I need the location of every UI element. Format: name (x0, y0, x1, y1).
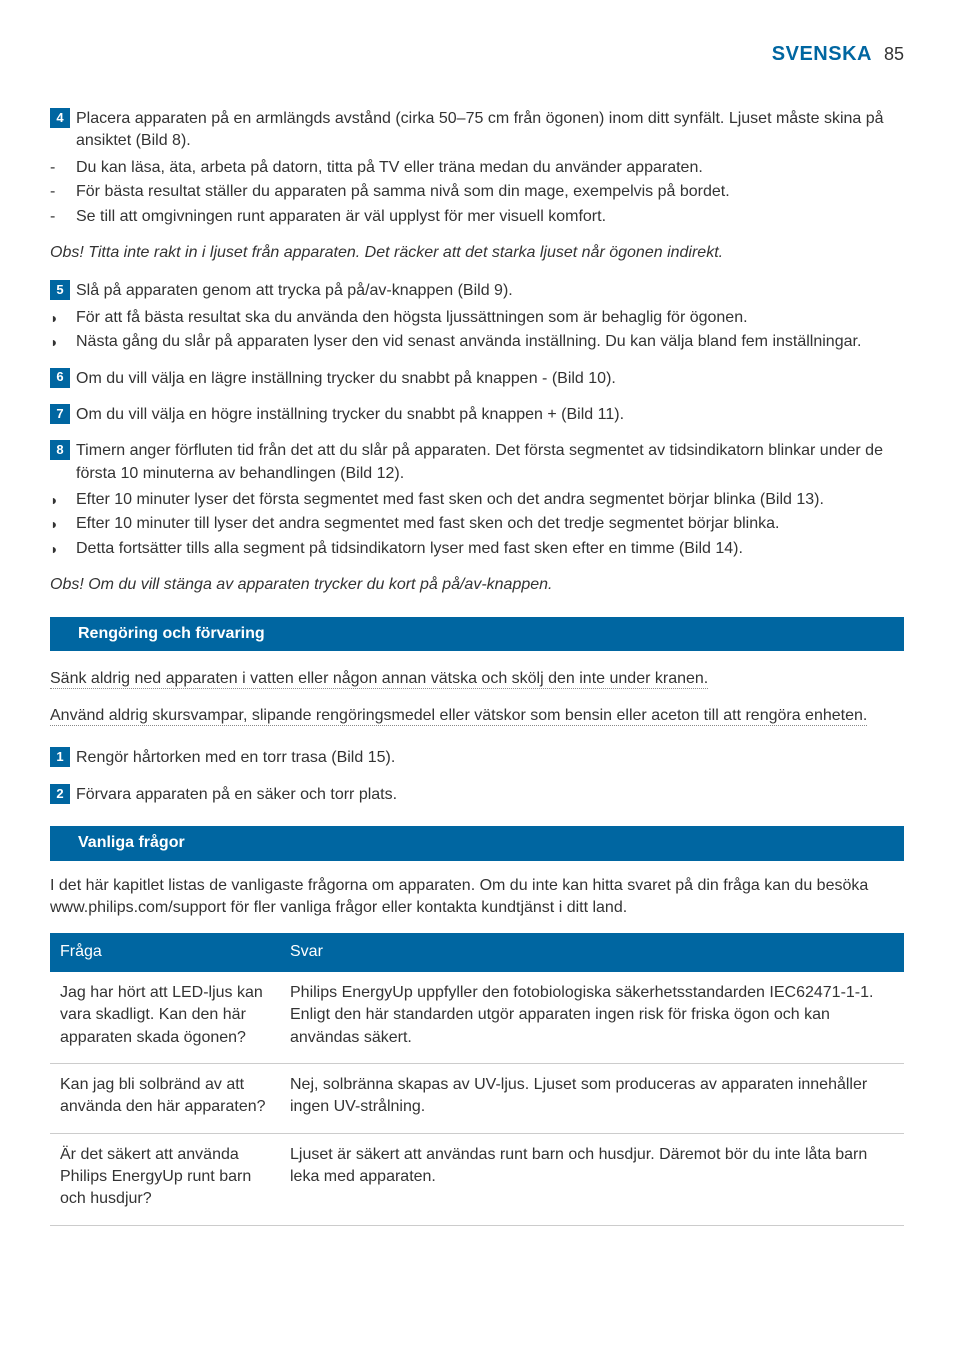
step-7-block: 7 Om du vill välja en högre inställning … (50, 404, 904, 426)
language-label: SVENSKA (772, 40, 872, 68)
step-8-block: 8 Timern anger förfluten tid från det at… (50, 440, 904, 560)
step-5-block: 5 Slå på apparaten genom att trycka på p… (50, 280, 904, 353)
faq-a-0: Philips EnergyUp uppfyller den fotobiolo… (280, 972, 904, 1064)
dash-bullet: - (50, 157, 76, 179)
faq-table: Fråga Svar Jag har hört att LED-ljus kan… (50, 933, 904, 1226)
step-5-arrow-1: Nästa gång du slår på apparaten lyser de… (76, 331, 861, 353)
step-4: 4 Placera apparaten på en armlängds avst… (50, 108, 904, 153)
step-4-sub-0: Du kan läsa, äta, arbeta på datorn, titt… (76, 157, 703, 179)
step-5-arrow-0: För att få bästa resultat ska du använda… (76, 307, 748, 329)
faq-header-question: Fråga (50, 933, 280, 971)
step-5-text: Slå på apparaten genom att trycka på på/… (76, 280, 904, 302)
step-8-arrow-0: Efter 10 minuter lyser det första segmen… (76, 489, 824, 511)
faq-q-0: Jag har hört att LED-ljus kan vara skadl… (50, 972, 280, 1064)
faq-a-1: Nej, solbränna skapas av UV-ljus. Ljuset… (280, 1063, 904, 1133)
warning-2: Använd aldrig skursvampar, slipande reng… (50, 702, 904, 729)
faq-header-answer: Svar (280, 933, 904, 971)
arrow-bullet: ◗ (50, 513, 76, 535)
list-item: ◗För att få bästa resultat ska du använd… (50, 307, 904, 329)
step-number-5: 5 (50, 280, 70, 300)
arrow-bullet: ◗ (50, 307, 76, 329)
step-7-text: Om du vill välja en högre inställning tr… (76, 404, 904, 426)
step-6-block: 6 Om du vill välja en lägre inställning … (50, 368, 904, 390)
clean-step-2-block: 2 Förvara apparaten på en säker och torr… (50, 784, 904, 806)
table-row: Är det säkert att använda Philips Energy… (50, 1133, 904, 1225)
dash-bullet: - (50, 206, 76, 228)
step-8-arrow-2: Detta fortsätter tills alla segment på t… (76, 538, 743, 560)
step-6: 6 Om du vill välja en lägre inställning … (50, 368, 904, 390)
clean-step-2-text: Förvara apparaten på en säker och torr p… (76, 784, 904, 806)
clean-step-1-text: Rengör hårtorken med en torr trasa (Bild… (76, 747, 904, 769)
list-item: ◗Detta fortsätter tills alla segment på … (50, 538, 904, 560)
arrow-bullet: ◗ (50, 538, 76, 560)
list-item: ◗Efter 10 minuter till lyser det andra s… (50, 513, 904, 535)
list-item: -För bästa resultat ställer du apparaten… (50, 181, 904, 203)
step-8-text: Timern anger förfluten tid från det att … (76, 440, 904, 485)
step-number-8: 8 (50, 440, 70, 460)
step-4-sub-2: Se till att omgivningen runt apparaten ä… (76, 206, 606, 228)
table-row: Jag har hört att LED-ljus kan vara skadl… (50, 972, 904, 1064)
step-number-7: 7 (50, 404, 70, 424)
step-number-6: 6 (50, 368, 70, 388)
step-4-block: 4 Placera apparaten på en armlängds avst… (50, 108, 904, 228)
warning-1-text: Sänk aldrig ned apparaten i vatten eller… (50, 670, 708, 689)
arrow-bullet: ◗ (50, 331, 76, 353)
list-item: -Du kan läsa, äta, arbeta på datorn, tit… (50, 157, 904, 179)
step-4-text: Placera apparaten på en armlängds avstån… (76, 108, 904, 153)
step-8-arrow-1: Efter 10 minuter till lyser det andra se… (76, 513, 779, 535)
table-row: Kan jag bli solbränd av att använda den … (50, 1063, 904, 1133)
step-7: 7 Om du vill välja en högre inställning … (50, 404, 904, 426)
page-header: SVENSKA 85 (50, 40, 904, 68)
arrow-bullet: ◗ (50, 489, 76, 511)
step-6-text: Om du vill välja en lägre inställning tr… (76, 368, 904, 390)
page-number: 85 (884, 42, 904, 67)
note-1: Obs! Titta inte rakt in i ljuset från ap… (50, 242, 904, 264)
warning-2-text: Använd aldrig skursvampar, slipande reng… (50, 707, 867, 726)
list-item: -Se till att omgivningen runt apparaten … (50, 206, 904, 228)
section-faq-title: Vanliga frågor (50, 826, 904, 860)
note-2: Obs! Om du vill stänga av apparaten tryc… (50, 574, 904, 596)
step-4-sub-1: För bästa resultat ställer du apparaten … (76, 181, 730, 203)
clean-step-2: 2 Förvara apparaten på en säker och torr… (50, 784, 904, 806)
section-cleaning-title: Rengöring och förvaring (50, 617, 904, 651)
warning-1: Sänk aldrig ned apparaten i vatten eller… (50, 665, 904, 692)
table-header-row: Fråga Svar (50, 933, 904, 971)
step-5: 5 Slå på apparaten genom att trycka på p… (50, 280, 904, 302)
list-item: ◗Efter 10 minuter lyser det första segme… (50, 489, 904, 511)
clean-step-number-2: 2 (50, 784, 70, 804)
clean-step-1: 1 Rengör hårtorken med en torr trasa (Bi… (50, 747, 904, 769)
dash-bullet: - (50, 181, 76, 203)
list-item: ◗Nästa gång du slår på apparaten lyser d… (50, 331, 904, 353)
step-number-4: 4 (50, 108, 70, 128)
faq-a-2: Ljuset är säkert att användas runt barn … (280, 1133, 904, 1225)
clean-step-1-block: 1 Rengör hårtorken med en torr trasa (Bi… (50, 747, 904, 769)
clean-step-number-1: 1 (50, 747, 70, 767)
faq-intro: I det här kapitlet listas de vanligaste … (50, 875, 904, 920)
faq-q-1: Kan jag bli solbränd av att använda den … (50, 1063, 280, 1133)
faq-q-2: Är det säkert att använda Philips Energy… (50, 1133, 280, 1225)
step-8: 8 Timern anger förfluten tid från det at… (50, 440, 904, 485)
